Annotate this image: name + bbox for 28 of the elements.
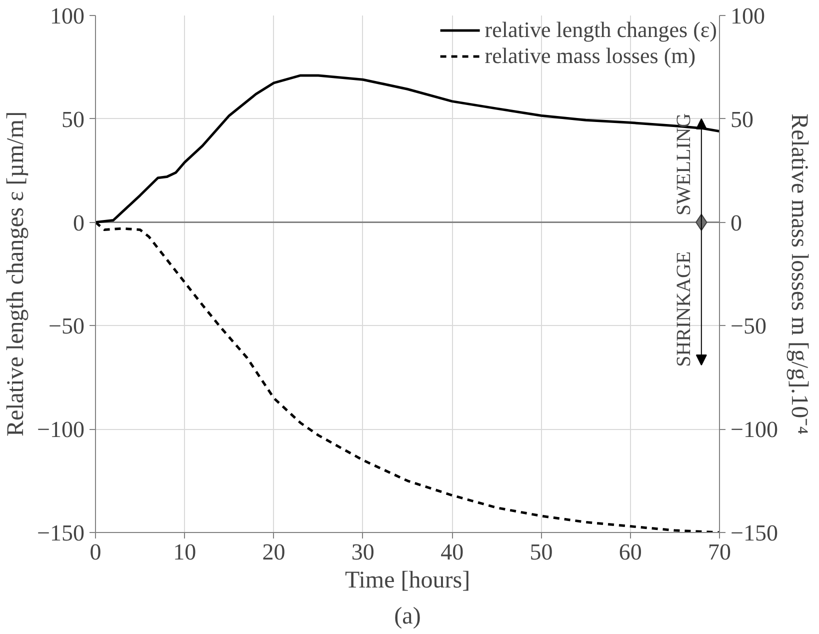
y-axis-title: Relative length changes ε [µm/m] — [3, 111, 30, 437]
x-tick-label: 0 — [90, 540, 102, 564]
y2-tick-label: −50 — [730, 314, 766, 339]
annotation: SHRINKAGE — [672, 251, 695, 367]
y-tick-label: 50 — [62, 106, 84, 132]
x-tick-label: 40 — [440, 540, 464, 564]
y2-tick-label: 0 — [730, 210, 742, 236]
annotation: SWELLING — [672, 113, 695, 216]
y2-tick-label: 100 — [730, 4, 765, 28]
x-tick-label: 10 — [173, 540, 196, 564]
y2-tick-label: 50 — [730, 106, 754, 132]
text: (a) — [394, 604, 421, 630]
y-tick-label: −150 — [37, 520, 85, 546]
x-tick-label: 30 — [351, 540, 374, 564]
x-tick-label: 70 — [708, 540, 731, 564]
y2-tick-label: −100 — [730, 417, 778, 442]
legend-label: relative mass losses (m) — [484, 43, 696, 69]
y-tick-label: −100 — [37, 417, 85, 442]
legend-label: relative length changes (ε) — [484, 17, 717, 43]
x-tick-label: 20 — [262, 540, 286, 564]
x-axis-title: Time [hours] — [344, 568, 470, 594]
y-tick-label: −50 — [48, 314, 85, 339]
y2-axis-title: Relative mass losses m [g/g].10⁻⁴ — [786, 114, 812, 434]
y-tick-label: 0 — [73, 210, 84, 236]
y-tick-label: 100 — [50, 4, 84, 28]
x-tick-label: 60 — [618, 540, 642, 564]
x-tick-label: 50 — [530, 540, 553, 564]
y2-tick-label: −150 — [730, 520, 778, 546]
